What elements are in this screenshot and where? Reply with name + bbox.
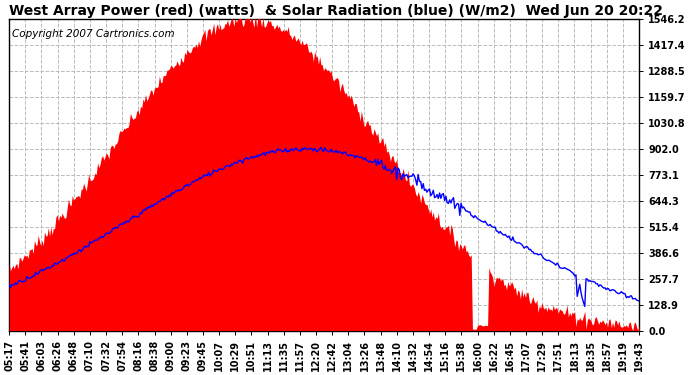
- Text: West Array Power (red) (watts)  & Solar Radiation (blue) (W/m2)  Wed Jun 20 20:2: West Array Power (red) (watts) & Solar R…: [9, 4, 663, 18]
- Text: Copyright 2007 Cartronics.com: Copyright 2007 Cartronics.com: [12, 28, 175, 39]
